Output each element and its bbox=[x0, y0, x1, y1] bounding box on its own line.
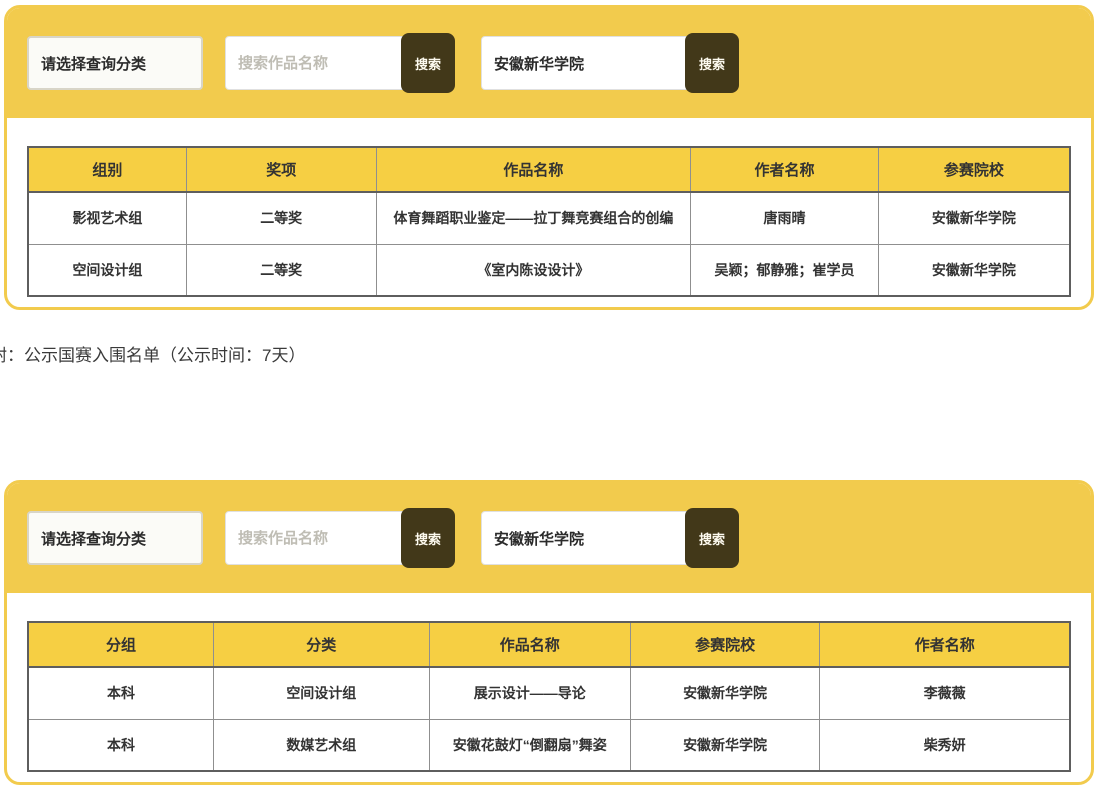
work-name-input[interactable] bbox=[225, 36, 403, 90]
column-header: 参赛院校 bbox=[629, 621, 821, 668]
column-header: 组别 bbox=[27, 146, 187, 193]
category-cell: 空间设计组 bbox=[212, 666, 430, 720]
award-results-table: 组别 奖项 作品名称 作者名称 参赛院校 影视艺术组 二等奖 体育舞蹈职业鉴定—… bbox=[27, 146, 1071, 297]
author-cell: 李薇薇 bbox=[819, 666, 1071, 720]
work-search-group: 搜索 bbox=[225, 508, 455, 568]
award-results-panel: 请选择查询分类 搜索 搜索 组别 奖项 作品名称 作者名称 参赛院校 bbox=[4, 5, 1094, 310]
column-header: 分类 bbox=[212, 621, 430, 668]
column-header: 作者名称 bbox=[819, 621, 1071, 668]
category-select-label: 请选择查询分类 bbox=[41, 55, 147, 73]
work-search-button[interactable]: 搜索 bbox=[401, 508, 455, 568]
column-header: 作品名称 bbox=[375, 146, 692, 193]
school-name-input[interactable] bbox=[481, 36, 687, 90]
work-search-group: 搜索 bbox=[225, 33, 455, 93]
category-select[interactable]: 请选择查询分类 bbox=[27, 36, 203, 90]
finalist-results-table: 分组 分类 作品名称 参赛院校 作者名称 本科 空间设计组 展示设计——导论 安… bbox=[27, 621, 1071, 772]
school-search-group: 搜索 bbox=[481, 33, 739, 93]
work-name-input[interactable] bbox=[225, 511, 403, 565]
work-name-cell: 体育舞蹈职业鉴定——拉丁舞竞赛组合的创编 bbox=[375, 191, 692, 245]
table-row: 空间设计组 二等奖 《室内陈设设计》 吴颖；郁静雅；崔学员 安徽新华学院 bbox=[27, 243, 1071, 297]
category-select-label: 请选择查询分类 bbox=[41, 530, 147, 548]
author-cell: 唐雨晴 bbox=[690, 191, 879, 245]
school-name-input[interactable] bbox=[481, 511, 687, 565]
finalist-results-panel: 请选择查询分类 搜索 搜索 分组 分类 作品名称 参赛院校 作者名称 bbox=[4, 480, 1094, 785]
table-row: 影视艺术组 二等奖 体育舞蹈职业鉴定——拉丁舞竞赛组合的创编 唐雨晴 安徽新华学… bbox=[27, 191, 1071, 245]
attachment-note: 附：公示国赛入围名单（公示时间：7天） bbox=[0, 346, 306, 365]
author-cell: 柴秀妍 bbox=[819, 718, 1071, 772]
school-cell: 安徽新华学院 bbox=[877, 243, 1071, 297]
column-header: 作品名称 bbox=[428, 621, 631, 668]
school-search-button[interactable]: 搜索 bbox=[685, 508, 739, 568]
author-cell: 吴颖；郁静雅；崔学员 bbox=[690, 243, 879, 297]
group-cell: 本科 bbox=[27, 718, 214, 772]
work-search-button[interactable]: 搜索 bbox=[401, 33, 455, 93]
school-search-button[interactable]: 搜索 bbox=[685, 33, 739, 93]
award-cell: 二等奖 bbox=[185, 243, 377, 297]
category-cell: 数媒艺术组 bbox=[212, 718, 430, 772]
school-cell: 安徽新华学院 bbox=[629, 666, 821, 720]
table-header-row: 分组 分类 作品名称 参赛院校 作者名称 bbox=[27, 621, 1071, 668]
school-cell: 安徽新华学院 bbox=[629, 718, 821, 772]
category-select[interactable]: 请选择查询分类 bbox=[27, 511, 203, 565]
award-results-table-area: 组别 奖项 作品名称 作者名称 参赛院校 影视艺术组 二等奖 体育舞蹈职业鉴定—… bbox=[7, 118, 1091, 307]
work-name-cell: 《室内陈设设计》 bbox=[375, 243, 692, 297]
search-filter-bar: 请选择查询分类 搜索 搜索 bbox=[7, 483, 1091, 593]
table-row: 本科 数媒艺术组 安徽花鼓灯“倒翻扇”舞姿 安徽新华学院 柴秀妍 bbox=[27, 718, 1071, 772]
column-header: 奖项 bbox=[185, 146, 377, 193]
group-cell: 影视艺术组 bbox=[27, 191, 187, 245]
search-filter-bar: 请选择查询分类 搜索 搜索 bbox=[7, 8, 1091, 118]
column-header: 作者名称 bbox=[690, 146, 879, 193]
award-cell: 二等奖 bbox=[185, 191, 377, 245]
work-name-cell: 安徽花鼓灯“倒翻扇”舞姿 bbox=[428, 718, 631, 772]
group-cell: 本科 bbox=[27, 666, 214, 720]
school-search-group: 搜索 bbox=[481, 508, 739, 568]
column-header: 分组 bbox=[27, 621, 214, 668]
group-cell: 空间设计组 bbox=[27, 243, 187, 297]
school-cell: 安徽新华学院 bbox=[877, 191, 1071, 245]
work-name-cell: 展示设计——导论 bbox=[428, 666, 631, 720]
finalist-results-table-area: 分组 分类 作品名称 参赛院校 作者名称 本科 空间设计组 展示设计——导论 安… bbox=[7, 593, 1091, 782]
table-header-row: 组别 奖项 作品名称 作者名称 参赛院校 bbox=[27, 146, 1071, 193]
table-row: 本科 空间设计组 展示设计——导论 安徽新华学院 李薇薇 bbox=[27, 666, 1071, 720]
column-header: 参赛院校 bbox=[877, 146, 1071, 193]
